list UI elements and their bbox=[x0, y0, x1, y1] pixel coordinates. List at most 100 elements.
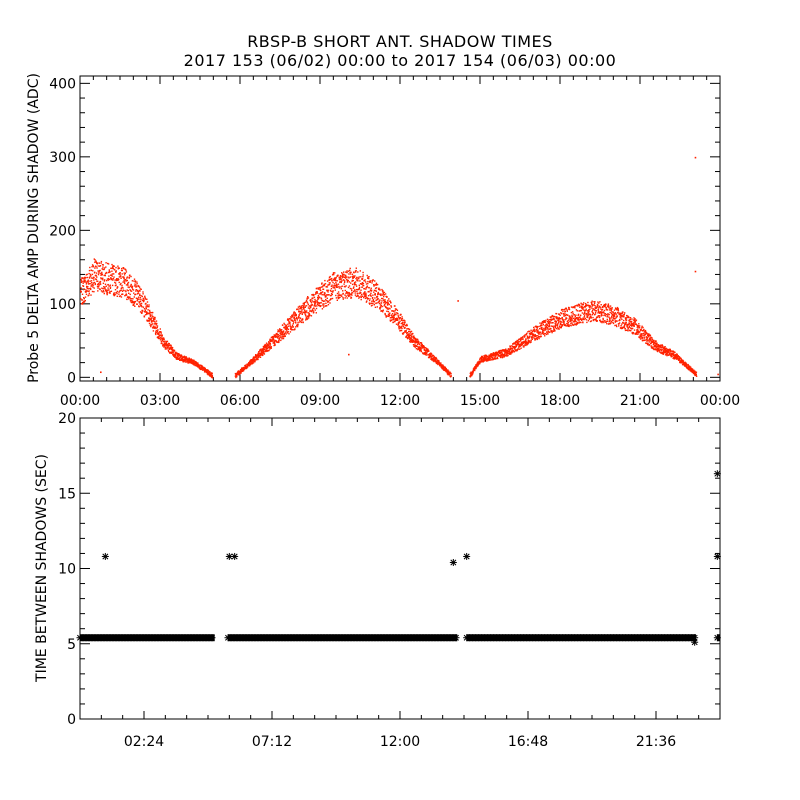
shadow-amp-point bbox=[175, 356, 178, 358]
shadow-amp-point bbox=[557, 326, 559, 328]
shadow-amp-point bbox=[672, 353, 674, 355]
shadow-amp-point bbox=[601, 309, 603, 311]
shadow-amp-point bbox=[189, 358, 192, 360]
shadow-amp-point bbox=[96, 285, 99, 288]
shadow-amp-point bbox=[581, 303, 583, 305]
shadow-amp-point bbox=[525, 344, 527, 347]
shadow-amp-point bbox=[91, 283, 93, 286]
shadow-amp-point bbox=[655, 348, 657, 350]
shadow-amp-point bbox=[389, 308, 391, 310]
shadow-amp-point bbox=[356, 290, 358, 293]
shadow-amp-point bbox=[576, 310, 578, 312]
shadow-amp-point bbox=[378, 300, 381, 302]
shadow-amp-point bbox=[310, 315, 313, 317]
shadow-amp-point bbox=[322, 299, 324, 302]
shadow-amp-point bbox=[577, 319, 579, 321]
shadow-amp-point bbox=[296, 325, 299, 328]
shadow-amp-point bbox=[257, 357, 259, 359]
shadow-amp-point bbox=[515, 349, 517, 351]
shadow-amp-point bbox=[98, 272, 100, 274]
shadow-amp-point bbox=[123, 274, 126, 276]
shadow-amp-point bbox=[364, 291, 366, 293]
shadow-amp-point bbox=[418, 347, 421, 349]
shadow-amp-point bbox=[165, 346, 167, 348]
shadow-amp-point bbox=[682, 360, 685, 362]
shadow-amp-point bbox=[529, 335, 531, 337]
shadow-amp-point bbox=[190, 361, 192, 363]
shadow-amp-point bbox=[618, 322, 621, 324]
shadow-amp-point bbox=[133, 301, 135, 303]
shadow-amp-point bbox=[674, 354, 677, 356]
shadow-amp-point bbox=[566, 320, 569, 323]
shadow-amp-point bbox=[277, 335, 280, 337]
shadow-amp-point bbox=[88, 283, 90, 285]
shadow-amp-point bbox=[614, 313, 616, 315]
shadow-amp-point bbox=[83, 298, 85, 300]
shadow-amp-point bbox=[620, 316, 622, 318]
shadow-amp-point bbox=[638, 327, 641, 329]
shadow-amp-point bbox=[612, 319, 614, 321]
shadow-amp-point bbox=[134, 300, 136, 303]
shadow-amp-point bbox=[575, 305, 577, 307]
shadow-amp-point bbox=[361, 282, 364, 284]
shadow-amp-point bbox=[613, 309, 616, 311]
shadow-amp-point bbox=[301, 319, 304, 321]
shadow-amp-point bbox=[93, 291, 95, 293]
shadow-amp-point bbox=[330, 278, 332, 281]
shadow-amp-point bbox=[262, 347, 265, 349]
shadow-amp-point bbox=[102, 282, 105, 284]
shadow-amp-point bbox=[235, 373, 237, 375]
shadow-amp-point bbox=[654, 344, 656, 346]
shadow-amp-point bbox=[307, 317, 310, 319]
shadow-amp-point bbox=[328, 282, 330, 284]
shadow-amp-point bbox=[265, 345, 268, 348]
shadow-amp-point bbox=[500, 356, 502, 358]
shadow-amp-point bbox=[651, 346, 654, 348]
shadow-amp-point bbox=[575, 324, 577, 326]
shadow-amp-point bbox=[610, 317, 612, 319]
shadow-amp-point bbox=[521, 344, 523, 347]
shadow-amp-point bbox=[211, 377, 214, 379]
shadow-amp-point bbox=[313, 296, 316, 298]
shadow-amp-point bbox=[334, 285, 336, 287]
shadow-amp-point bbox=[289, 324, 291, 326]
shadow-amp-point bbox=[605, 306, 607, 309]
shadow-amp-point bbox=[98, 284, 101, 286]
shadow-amp-point bbox=[97, 270, 99, 272]
shadow-amp-point bbox=[338, 285, 340, 288]
shadow-amp-point bbox=[303, 309, 306, 311]
shadow-amp-point bbox=[263, 346, 265, 348]
shadow-amp-point bbox=[560, 312, 563, 315]
shadow-amp-point bbox=[542, 332, 544, 334]
shadow-amp-point bbox=[520, 337, 522, 340]
shadow-amp-point bbox=[606, 318, 608, 321]
shadow-amp-point bbox=[135, 284, 137, 286]
shadow-amp-point bbox=[379, 306, 382, 308]
shadow-amp-point bbox=[336, 286, 339, 288]
shadow-amp-point bbox=[95, 274, 97, 277]
shadow-amp-point bbox=[624, 322, 626, 324]
shadow-amp-point bbox=[101, 273, 103, 275]
shadow-amp-point bbox=[329, 302, 331, 304]
shadow-amp-point bbox=[335, 276, 337, 279]
shadow-amp-point bbox=[121, 290, 124, 292]
shadow-amp-point bbox=[139, 300, 142, 303]
shadow-amp-point bbox=[328, 283, 331, 286]
shadow-amp-point bbox=[161, 340, 163, 342]
shadow-amp-point bbox=[183, 358, 185, 361]
shadow-amp-point bbox=[633, 322, 635, 324]
shadow-amp-point bbox=[392, 321, 394, 323]
shadow-amp-point bbox=[650, 342, 652, 345]
shadow-amp-point bbox=[148, 322, 151, 325]
shadow-amp-point bbox=[266, 349, 268, 352]
shadow-amp-point bbox=[616, 315, 618, 318]
shadow-amp-point bbox=[648, 344, 650, 347]
shadow-amp-point bbox=[642, 339, 645, 341]
shadow-amp-point bbox=[292, 313, 295, 315]
shadow-amp-point bbox=[483, 360, 486, 362]
shadow-amp-point bbox=[310, 302, 313, 304]
shadow-amp-point bbox=[625, 329, 628, 331]
shadow-amp-point bbox=[636, 324, 639, 327]
shadow-amp-point bbox=[285, 329, 287, 331]
shadow-amp-point bbox=[321, 294, 323, 296]
